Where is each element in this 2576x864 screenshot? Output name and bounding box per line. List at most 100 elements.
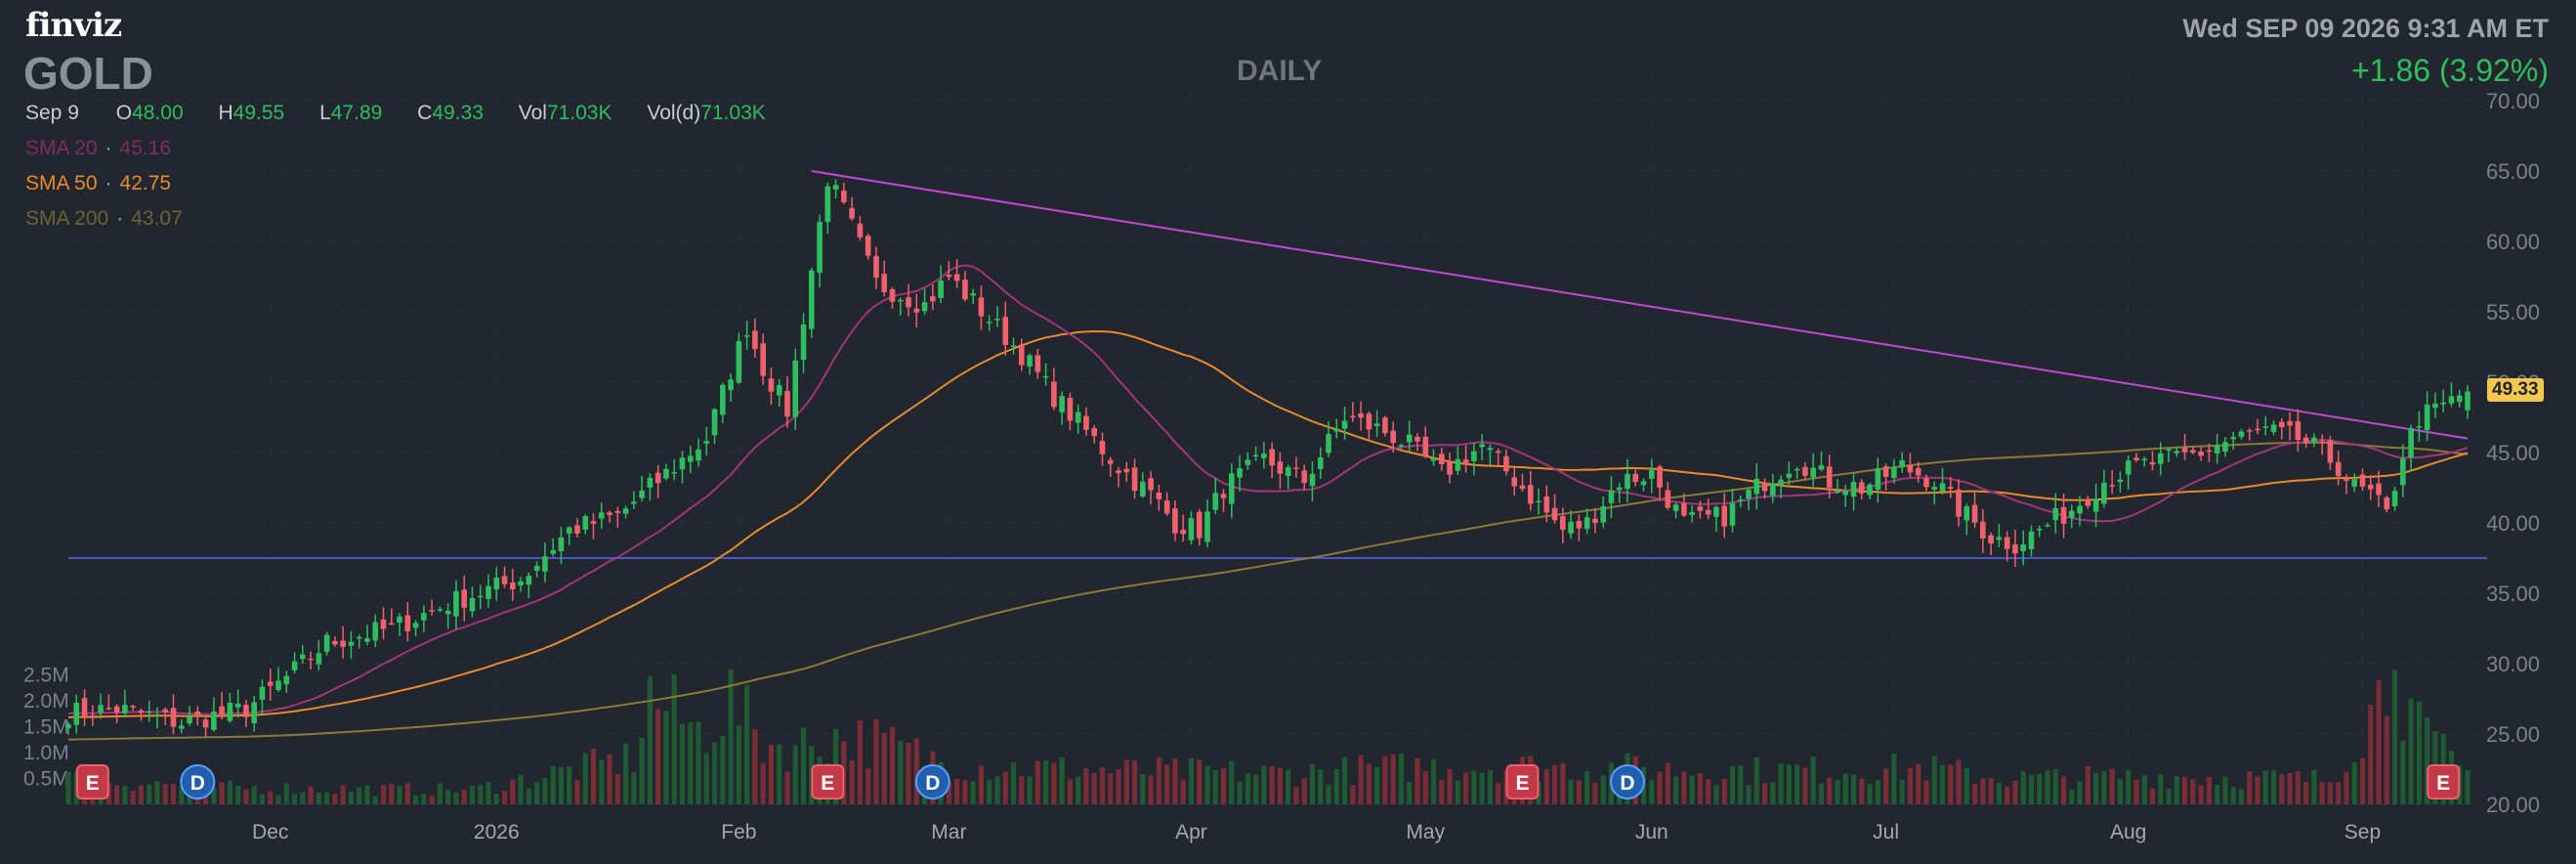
candle[interactable] xyxy=(2295,421,2302,441)
dividend-icon[interactable] xyxy=(180,764,216,799)
candle[interactable] xyxy=(170,708,177,727)
candle[interactable] xyxy=(267,681,274,686)
candle[interactable] xyxy=(2311,437,2317,443)
candle[interactable] xyxy=(1956,489,1962,517)
candle[interactable] xyxy=(542,556,548,572)
candle[interactable] xyxy=(2157,453,2164,464)
candle[interactable] xyxy=(824,186,831,223)
candle[interactable] xyxy=(421,613,427,621)
candle[interactable] xyxy=(2255,428,2260,431)
candle[interactable] xyxy=(679,457,686,470)
candle[interactable] xyxy=(994,319,1000,321)
candle[interactable] xyxy=(1067,398,1074,421)
candle[interactable] xyxy=(1721,505,1728,527)
candle[interactable] xyxy=(2456,395,2463,403)
candle[interactable] xyxy=(1713,506,1719,517)
candle[interactable] xyxy=(1899,460,1905,468)
candle[interactable] xyxy=(211,712,217,730)
candle[interactable] xyxy=(1850,482,1857,497)
candle[interactable] xyxy=(1584,517,1590,530)
candle[interactable] xyxy=(1204,511,1210,542)
candle[interactable] xyxy=(2085,499,2091,506)
candle[interactable] xyxy=(1971,504,1978,523)
candle[interactable] xyxy=(857,223,864,238)
candle[interactable] xyxy=(283,675,290,685)
candle[interactable] xyxy=(1882,466,1889,477)
candle[interactable] xyxy=(1148,478,1154,491)
candle[interactable] xyxy=(1891,466,1897,479)
candle[interactable] xyxy=(275,680,281,690)
candle[interactable] xyxy=(1697,506,1704,511)
candle[interactable] xyxy=(1761,482,1768,492)
candle[interactable] xyxy=(444,610,451,615)
candle[interactable] xyxy=(1018,344,1025,366)
candle[interactable] xyxy=(1196,511,1203,539)
candle[interactable] xyxy=(81,698,88,716)
candle[interactable] xyxy=(2125,460,2132,475)
candle[interactable] xyxy=(1746,490,1752,499)
candle[interactable] xyxy=(429,610,435,612)
candle[interactable] xyxy=(1471,451,1477,461)
candle[interactable] xyxy=(2036,528,2043,531)
candle[interactable] xyxy=(1867,484,1873,496)
candle[interactable] xyxy=(1988,535,1994,544)
candle[interactable] xyxy=(227,702,233,721)
candle[interactable] xyxy=(1657,466,1663,488)
candle[interactable] xyxy=(356,636,362,639)
candle[interactable] xyxy=(2408,428,2414,458)
candle[interactable] xyxy=(2351,479,2358,488)
candle[interactable] xyxy=(1511,477,1518,487)
candle[interactable] xyxy=(2141,458,2148,461)
candle[interactable] xyxy=(671,472,678,474)
candle[interactable] xyxy=(1568,521,1574,534)
candle[interactable] xyxy=(2214,445,2220,454)
candle[interactable] xyxy=(1422,436,1429,457)
candle[interactable] xyxy=(2262,426,2269,428)
candle[interactable] xyxy=(461,589,468,608)
candle[interactable] xyxy=(590,521,597,524)
candle[interactable] xyxy=(332,640,338,645)
candle[interactable] xyxy=(1123,468,1130,473)
candle[interactable] xyxy=(1245,459,1251,465)
candle[interactable] xyxy=(340,640,346,647)
candle[interactable] xyxy=(808,270,815,329)
candle[interactable] xyxy=(962,279,968,300)
candle[interactable] xyxy=(1931,487,1938,490)
candle[interactable] xyxy=(1753,478,1760,495)
candle[interactable] xyxy=(2440,402,2447,405)
candle[interactable] xyxy=(412,623,419,628)
candle[interactable] xyxy=(1964,505,1970,521)
candle[interactable] xyxy=(647,477,654,488)
candle[interactable] xyxy=(2068,510,2075,518)
candle[interactable] xyxy=(259,686,266,700)
candle[interactable] xyxy=(2246,430,2253,432)
candle[interactable] xyxy=(1228,473,1235,504)
sma50-legend[interactable]: SMA 50 · 42.75 xyxy=(25,172,172,194)
candle[interactable] xyxy=(2391,491,2398,507)
candle[interactable] xyxy=(873,256,879,279)
candle[interactable] xyxy=(510,582,516,590)
candle[interactable] xyxy=(1592,518,1598,524)
candle[interactable] xyxy=(1116,470,1121,474)
candle[interactable] xyxy=(2174,451,2180,454)
candle[interactable] xyxy=(1317,457,1324,470)
candle[interactable] xyxy=(2367,484,2374,490)
candle[interactable] xyxy=(138,710,145,713)
candle[interactable] xyxy=(655,472,661,484)
candle[interactable] xyxy=(614,510,621,513)
candle[interactable] xyxy=(2101,482,2107,504)
candle[interactable] xyxy=(1875,467,1881,490)
candle[interactable] xyxy=(2149,461,2156,465)
candle[interactable] xyxy=(299,654,306,660)
candle[interactable] xyxy=(2319,441,2325,443)
candle[interactable] xyxy=(817,221,823,274)
candle[interactable] xyxy=(1350,415,1356,418)
candle[interactable] xyxy=(1059,396,1065,412)
candle[interactable] xyxy=(364,638,370,642)
candle[interactable] xyxy=(1075,411,1081,423)
candle[interactable] xyxy=(162,709,169,713)
candle[interactable] xyxy=(736,341,742,383)
candle[interactable] xyxy=(2359,474,2366,487)
candle[interactable] xyxy=(743,335,750,337)
candle[interactable] xyxy=(2222,442,2228,452)
